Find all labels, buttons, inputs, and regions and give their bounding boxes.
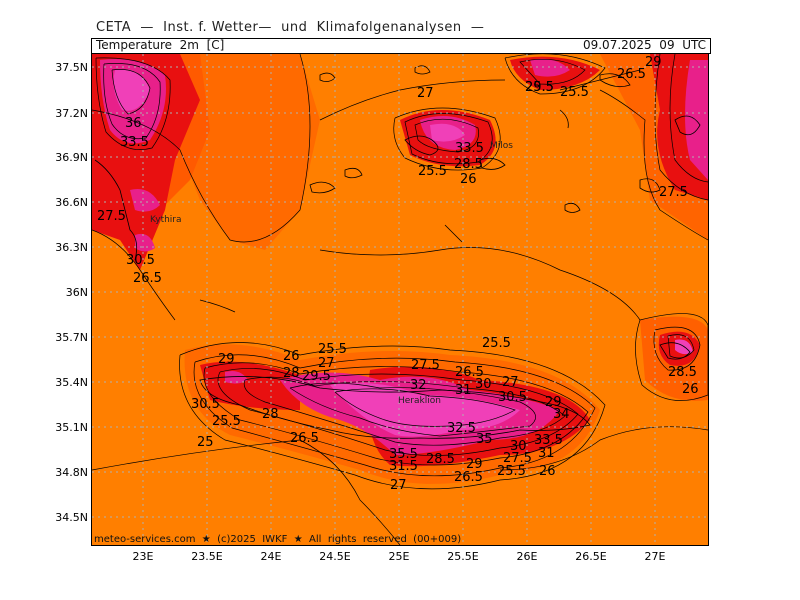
contour-label: 31.5 xyxy=(389,459,418,474)
contour-label: 26.5 xyxy=(454,470,483,485)
contour-label: 27.5 xyxy=(411,358,440,373)
contour-label: 36 xyxy=(125,116,142,131)
contour-label: 31 xyxy=(455,383,472,398)
contour-label: 29.5 xyxy=(302,369,331,384)
lon-tick-label: 23.5E xyxy=(191,550,222,563)
lat-tick-label: 35.4N xyxy=(55,376,88,389)
lat-tick-label: 34.5N xyxy=(55,511,88,524)
contour-label: 30 xyxy=(475,377,492,392)
contour-label: 27 xyxy=(390,478,407,493)
lon-tick-label: 26.5E xyxy=(575,550,606,563)
contour-label: 30 xyxy=(510,439,527,454)
contour-label: 29.5 xyxy=(525,80,554,95)
header-org: CETA — Inst. f. Wetter— und Klimafolgena… xyxy=(96,20,485,35)
contour-label: 31 xyxy=(538,446,555,461)
contour-label: 26 xyxy=(682,382,699,397)
contour-label: 27 xyxy=(318,356,335,371)
lat-tick-label: 37.5N xyxy=(55,61,88,74)
lat-tick-label: 37.2N xyxy=(55,107,88,120)
lat-tick-label: 35.1N xyxy=(55,421,88,434)
contour-label: 26 xyxy=(539,464,556,479)
contour-label: 25.5 xyxy=(525,80,554,95)
city-label: Milos xyxy=(490,141,513,151)
contour-label: 27 xyxy=(502,375,519,390)
lat-tick-label: 36.3N xyxy=(55,241,88,254)
contour-label: 28 xyxy=(283,366,300,381)
lat-axis: 37.5N 37.2N 36.9N 36.6N 36.3N 36N 35.7N … xyxy=(55,61,88,524)
lon-tick-label: 27E xyxy=(645,550,666,563)
title-bar: Temperature 2m [C] 09.07.2025 09 UTC xyxy=(91,38,711,54)
contour-label: 26.5 xyxy=(617,67,646,82)
contour-label: 35.5 xyxy=(389,447,418,462)
lat-lon-grid xyxy=(92,54,708,545)
contour-label: 30.5 xyxy=(126,253,155,268)
lon-axis: 23E 23.5E 24E 24.5E 25E 25.5E 26E 26.5E … xyxy=(133,550,666,563)
lat-tick-label: 36N xyxy=(66,286,88,299)
contour-value-labels: 36 33.5 27.5 30.5 26.5 27 25.5 33.5 25.5… xyxy=(97,55,699,493)
contour-label: 33.5 xyxy=(534,433,563,448)
contour-label: 29 xyxy=(645,55,662,70)
contour-label: 25.5 xyxy=(318,342,347,357)
valid-time: 09.07.2025 09 UTC xyxy=(582,38,706,52)
contour-label: 25.5 xyxy=(418,164,447,179)
contour-label: 26 xyxy=(283,349,300,364)
lat-tick-label: 35.7N xyxy=(55,331,88,344)
contour-label: 29 xyxy=(466,457,483,472)
contour-label: 30.5 xyxy=(498,390,527,405)
contour-label: 28.5 xyxy=(426,452,455,467)
contour-label: 35 xyxy=(476,432,493,447)
contour-label: 32.5 xyxy=(447,421,476,436)
coastlines xyxy=(94,65,701,439)
contour-label: 25 xyxy=(197,435,214,450)
contour-label: 29 xyxy=(218,352,235,367)
map-frame xyxy=(91,53,709,546)
lon-tick-label: 23E xyxy=(133,550,154,563)
contour-label: 25.5 xyxy=(212,414,241,429)
contour-label: 25.5 xyxy=(560,85,589,100)
contour-label: 28.5 xyxy=(668,365,697,380)
variable-label: Temperature 2m [C] xyxy=(96,38,225,52)
contour-label: 34 xyxy=(553,407,570,422)
contour-label: 29 xyxy=(545,395,562,410)
lon-tick-label: 24E xyxy=(261,550,282,563)
contour-label: 25.5 xyxy=(497,464,526,479)
lon-tick-label: 26E xyxy=(517,550,538,563)
lat-tick-label: 34.8N xyxy=(55,466,88,479)
contour-label: 26 xyxy=(460,172,477,187)
city-label: Kythira xyxy=(150,215,182,225)
contour-label: 26.5 xyxy=(290,431,319,446)
city-label: Heraklion xyxy=(398,396,441,406)
lon-tick-label: 25E xyxy=(389,550,410,563)
contour-label: 33.5 xyxy=(120,135,149,150)
contour-label: 30.5 xyxy=(191,397,220,412)
contour-label: 32 xyxy=(410,378,427,393)
lat-tick-label: 36.9N xyxy=(55,151,88,164)
contour-label: 26.5 xyxy=(455,365,484,380)
contour-lines xyxy=(92,54,708,545)
contour-label: 26.5 xyxy=(133,271,162,286)
lat-tick-label: 36.6N xyxy=(55,196,88,209)
lon-tick-label: 25.5E xyxy=(447,550,478,563)
contour-label: 27.5 xyxy=(503,451,532,466)
copyright-footer: meteo-services.com ★ (c)2025 IWKF ★ All … xyxy=(94,534,462,545)
contour-label: 28.5 xyxy=(454,157,483,172)
lon-tick-label: 24.5E xyxy=(319,550,350,563)
contour-label: 27 xyxy=(417,86,434,101)
contour-label: 33.5 xyxy=(455,141,484,156)
contour-label: 25.5 xyxy=(482,336,511,351)
contour-label: 27.5 xyxy=(659,185,688,200)
contour-label: 27.5 xyxy=(97,209,126,224)
contour-label: 28 xyxy=(262,407,279,422)
